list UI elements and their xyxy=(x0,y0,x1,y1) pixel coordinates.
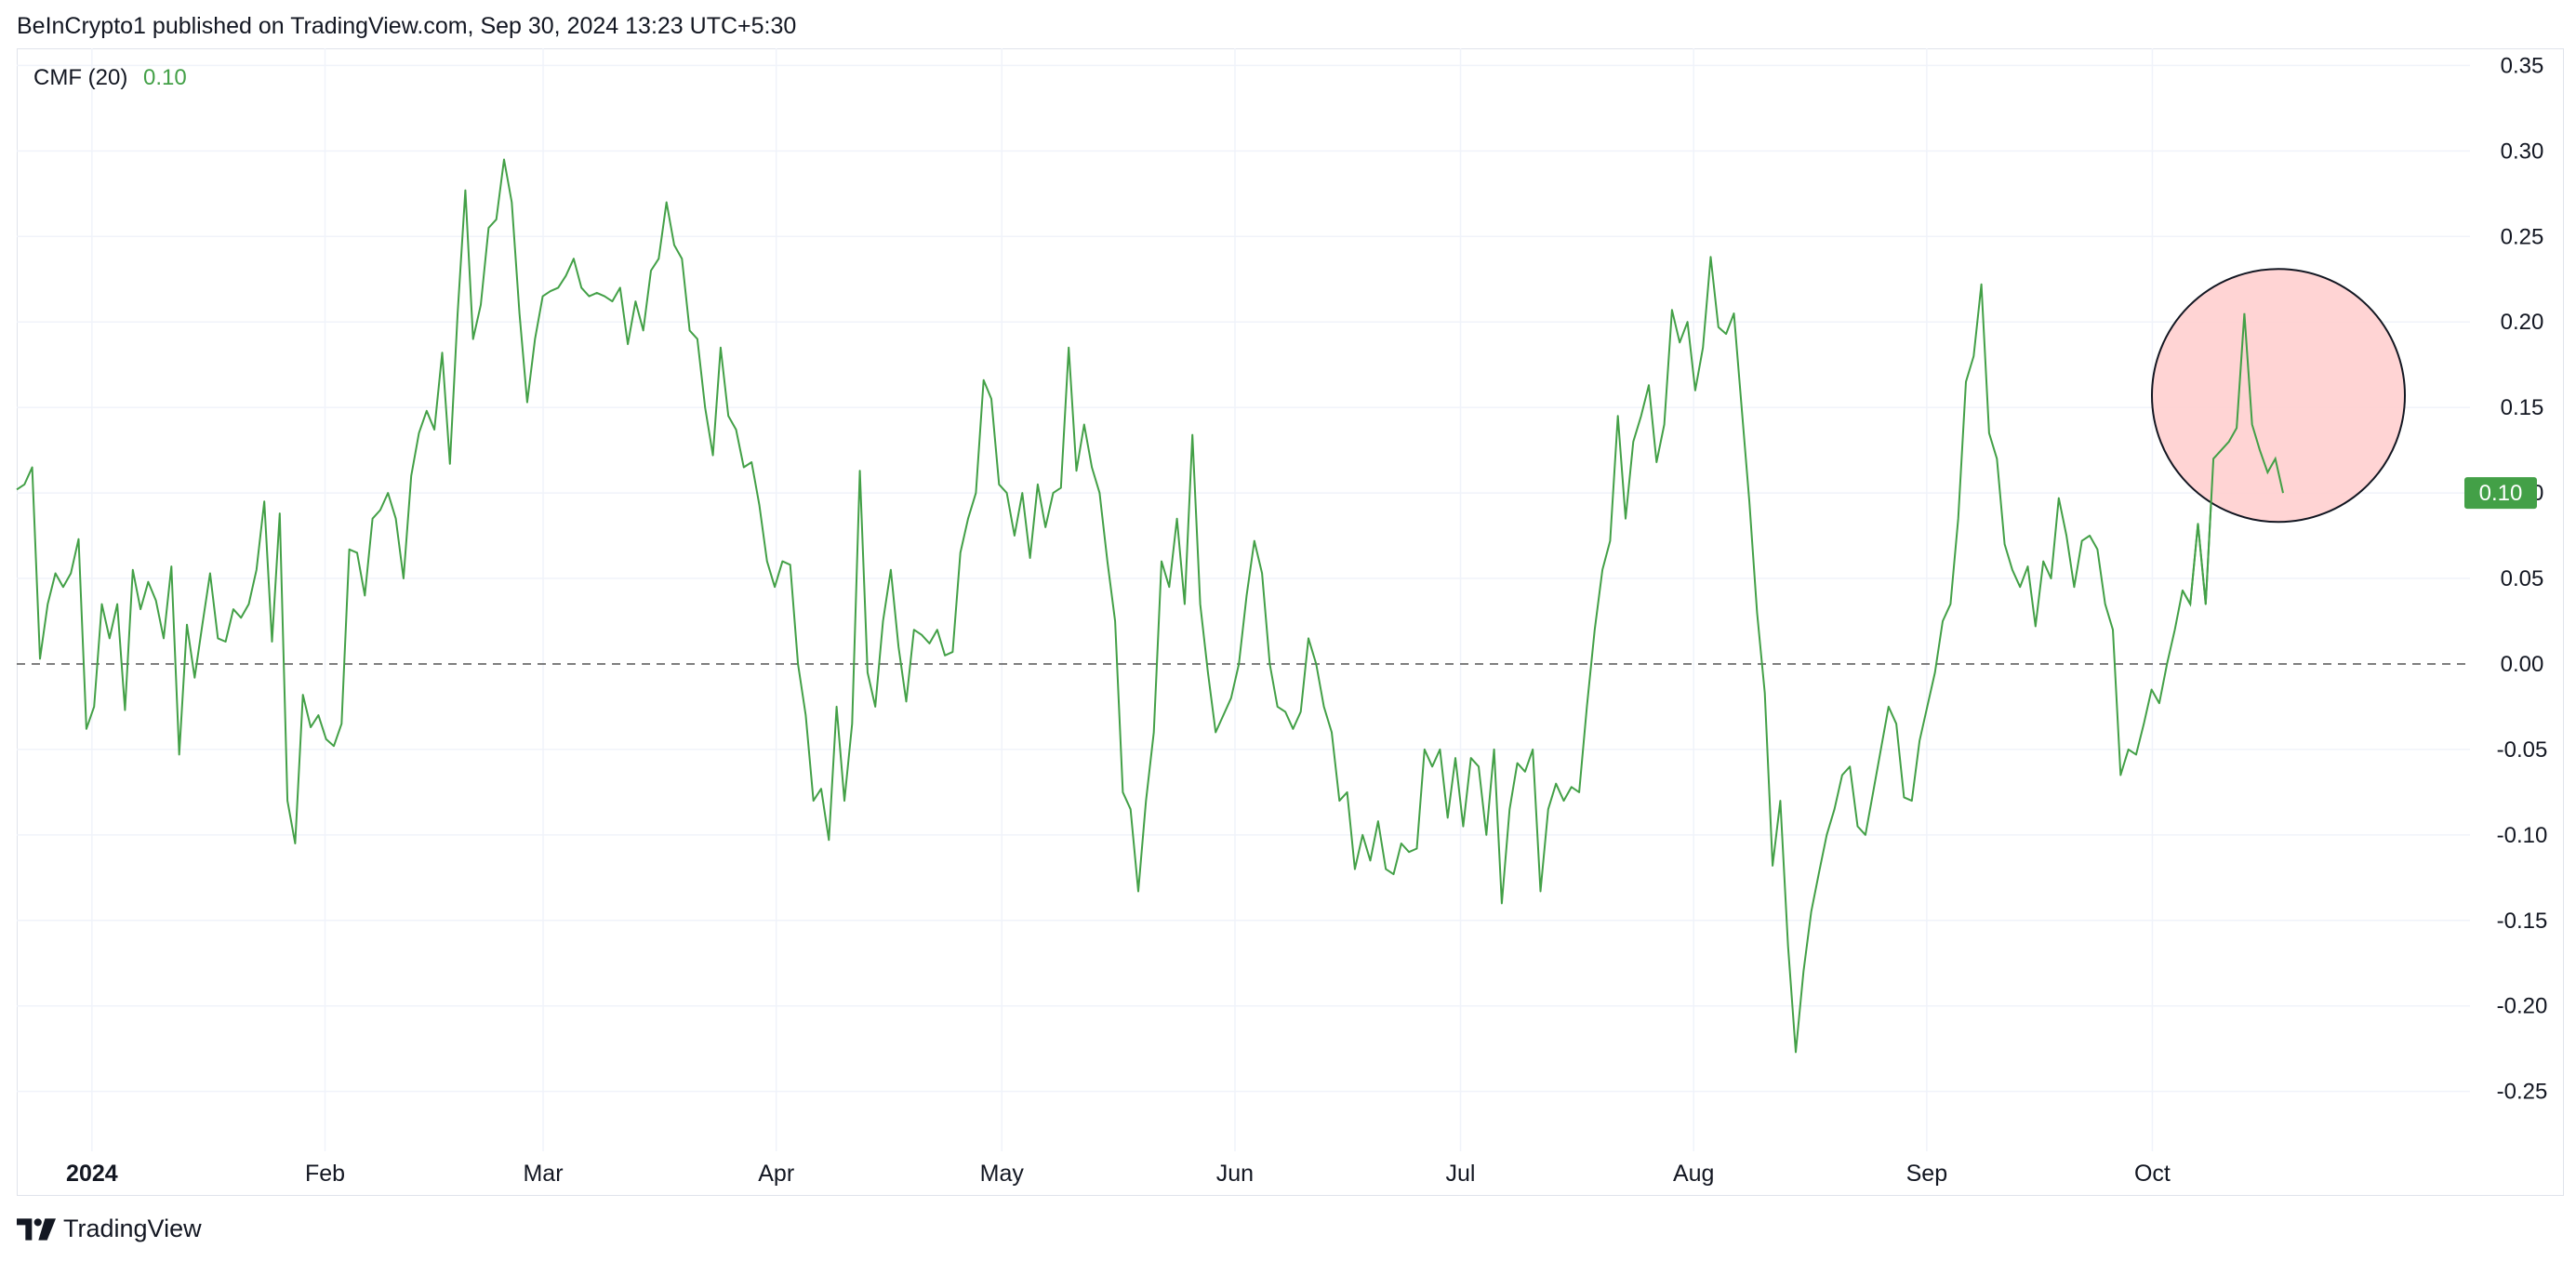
series-tail-line xyxy=(2182,312,2284,607)
x-tick-label: Sep xyxy=(1906,1161,1947,1187)
published-header: BeInCrypto1 published on TradingView.com… xyxy=(17,13,797,39)
x-tick-label: Apr xyxy=(758,1161,794,1187)
x-tick-label: Aug xyxy=(1673,1161,1714,1187)
x-tick-label: Oct xyxy=(2134,1161,2171,1187)
x-tick-label: Feb xyxy=(305,1161,345,1187)
tradingview-brand: TradingView xyxy=(63,1215,202,1242)
indicator-value: 0.10 xyxy=(143,65,187,90)
grid-layer xyxy=(17,48,2470,1151)
y-tick-label: -0.25 xyxy=(2497,1080,2548,1105)
y-axis-labels: 0.350.300.250.200.150.100.050.00-0.05-0.… xyxy=(2497,53,2548,1104)
last-value-label: 0.10 xyxy=(2479,481,2523,506)
series-layer xyxy=(16,158,2284,1054)
y-tick-label: 0.05 xyxy=(2501,566,2544,591)
highlight-layer xyxy=(2151,268,2406,607)
last-value-layer: 0.10 xyxy=(2464,477,2537,510)
y-tick-label: -0.05 xyxy=(2497,737,2548,763)
y-tick-label: 0.30 xyxy=(2501,139,2544,164)
chart-frame xyxy=(17,48,2564,1196)
cmf-series-line xyxy=(16,158,2284,1054)
x-tick-label: Mar xyxy=(523,1161,563,1187)
tradingview-footer[interactable]: TradingView xyxy=(17,1215,202,1243)
y-tick-label: 0.15 xyxy=(2501,395,2544,420)
y-tick-label: 0.35 xyxy=(2501,53,2544,78)
indicator-legend[interactable]: CMF (20) 0.10 xyxy=(33,65,187,91)
last-value-badge xyxy=(2464,477,2537,510)
y-tick-label: -0.15 xyxy=(2497,909,2548,934)
y-tick-label: 0.20 xyxy=(2501,310,2544,335)
highlight-circle xyxy=(2151,268,2406,524)
y-tick-label: 0.00 xyxy=(2501,652,2544,677)
x-tick-label: Jul xyxy=(1446,1161,1476,1187)
x-axis-labels: 2024 Feb Mar Apr May Jun Jul Aug Sep Oct xyxy=(66,1161,2171,1187)
y-tick-label: 0.25 xyxy=(2501,224,2544,249)
x-tick-label: Jun xyxy=(1216,1161,1254,1187)
x-tick-label: 2024 xyxy=(66,1161,118,1187)
y-tick-label: -0.20 xyxy=(2497,994,2548,1019)
indicator-name: CMF (20) xyxy=(33,65,128,90)
x-tick-label: May xyxy=(980,1161,1025,1187)
y-tick-label: -0.10 xyxy=(2497,823,2548,848)
tradingview-logo-icon xyxy=(17,1217,56,1241)
